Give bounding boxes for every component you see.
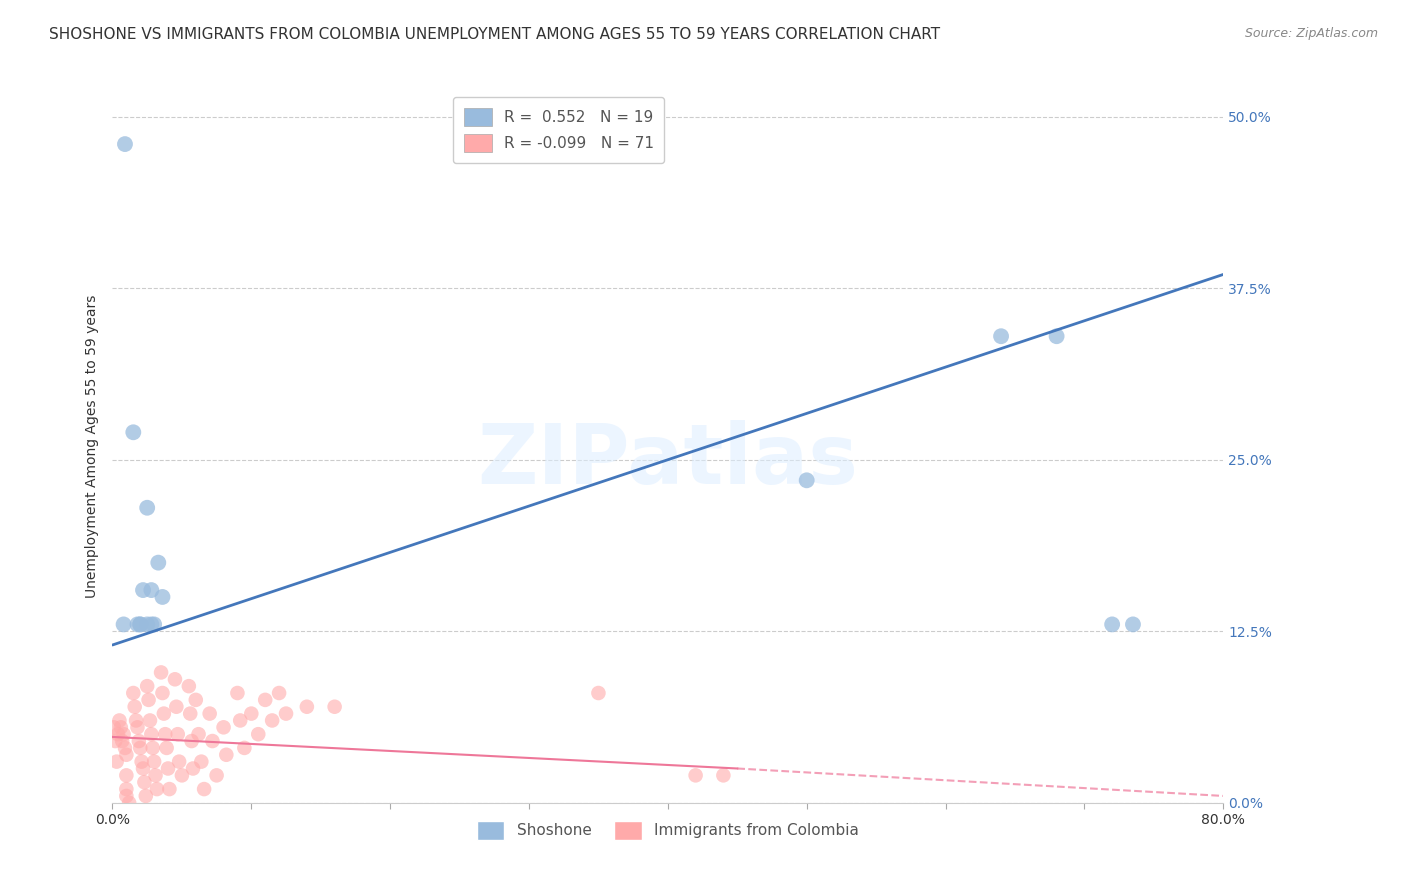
Point xyxy=(127,617,149,632)
Point xyxy=(295,699,318,714)
Point xyxy=(267,686,291,700)
Point xyxy=(152,686,174,700)
Point xyxy=(112,727,135,741)
Point xyxy=(157,762,180,776)
Point xyxy=(146,782,169,797)
Point xyxy=(111,734,134,748)
Point xyxy=(177,679,200,693)
Point xyxy=(179,706,201,721)
Point xyxy=(129,617,152,632)
Text: Source: ZipAtlas.com: Source: ZipAtlas.com xyxy=(1244,27,1378,40)
Point xyxy=(990,329,1012,343)
Point xyxy=(127,720,149,734)
Point xyxy=(125,714,148,728)
Point xyxy=(114,740,136,755)
Point xyxy=(132,583,155,598)
Point xyxy=(136,500,159,515)
Point xyxy=(105,755,128,769)
Point xyxy=(233,740,256,755)
Point xyxy=(124,699,146,714)
Point xyxy=(108,714,131,728)
Point xyxy=(254,693,277,707)
Point xyxy=(193,782,215,797)
Point xyxy=(262,714,284,728)
Point xyxy=(198,706,221,721)
Point xyxy=(274,706,297,721)
Point xyxy=(132,762,155,776)
Point xyxy=(181,762,204,776)
Point xyxy=(240,706,263,721)
Point xyxy=(187,727,209,741)
Point xyxy=(1122,617,1144,632)
Point xyxy=(110,720,132,734)
Point xyxy=(131,755,153,769)
Point xyxy=(184,693,207,707)
Point xyxy=(115,789,138,803)
Point xyxy=(141,583,163,598)
Point xyxy=(115,747,138,762)
Point xyxy=(142,740,165,755)
Point xyxy=(163,673,186,687)
Point xyxy=(205,768,228,782)
Point xyxy=(129,740,152,755)
Point xyxy=(114,137,136,152)
Point xyxy=(165,699,187,714)
Point xyxy=(115,782,138,797)
Point xyxy=(128,734,150,748)
Legend: Shoshone, Immigrants from Colombia: Shoshone, Immigrants from Colombia xyxy=(468,812,868,848)
Point xyxy=(107,727,129,741)
Point xyxy=(156,740,179,755)
Point xyxy=(796,473,818,487)
Point xyxy=(247,727,270,741)
Point xyxy=(104,734,127,748)
Point xyxy=(212,720,235,734)
Point xyxy=(588,686,610,700)
Text: SHOSHONE VS IMMIGRANTS FROM COLOMBIA UNEMPLOYMENT AMONG AGES 55 TO 59 YEARS CORR: SHOSHONE VS IMMIGRANTS FROM COLOMBIA UNE… xyxy=(49,27,941,42)
Point xyxy=(112,617,135,632)
Point xyxy=(713,768,735,782)
Point xyxy=(143,617,166,632)
Point xyxy=(215,747,238,762)
Point xyxy=(226,686,249,700)
Point xyxy=(148,556,170,570)
Point xyxy=(1101,617,1123,632)
Point xyxy=(141,617,163,632)
Point xyxy=(150,665,173,680)
Point xyxy=(167,755,190,769)
Point xyxy=(129,617,152,632)
Point xyxy=(190,755,212,769)
Point xyxy=(166,727,188,741)
Point xyxy=(122,686,145,700)
Point xyxy=(323,699,346,714)
Point xyxy=(180,734,202,748)
Point xyxy=(155,727,177,741)
Point xyxy=(134,775,156,789)
Point xyxy=(138,693,160,707)
Point xyxy=(143,755,166,769)
Point xyxy=(122,425,145,440)
Point xyxy=(136,617,159,632)
Point xyxy=(170,768,193,782)
Point xyxy=(1045,329,1069,343)
Point xyxy=(139,714,162,728)
Point xyxy=(115,768,138,782)
Y-axis label: Unemployment Among Ages 55 to 59 years: Unemployment Among Ages 55 to 59 years xyxy=(84,294,98,598)
Point xyxy=(135,789,157,803)
Point xyxy=(141,727,163,741)
Point xyxy=(103,720,125,734)
Point xyxy=(118,796,141,810)
Point xyxy=(229,714,252,728)
Point xyxy=(685,768,707,782)
Point xyxy=(157,782,180,797)
Point xyxy=(201,734,224,748)
Text: ZIPatlas: ZIPatlas xyxy=(478,420,858,500)
Point xyxy=(152,590,174,604)
Point xyxy=(153,706,176,721)
Point xyxy=(136,679,159,693)
Point xyxy=(145,768,167,782)
